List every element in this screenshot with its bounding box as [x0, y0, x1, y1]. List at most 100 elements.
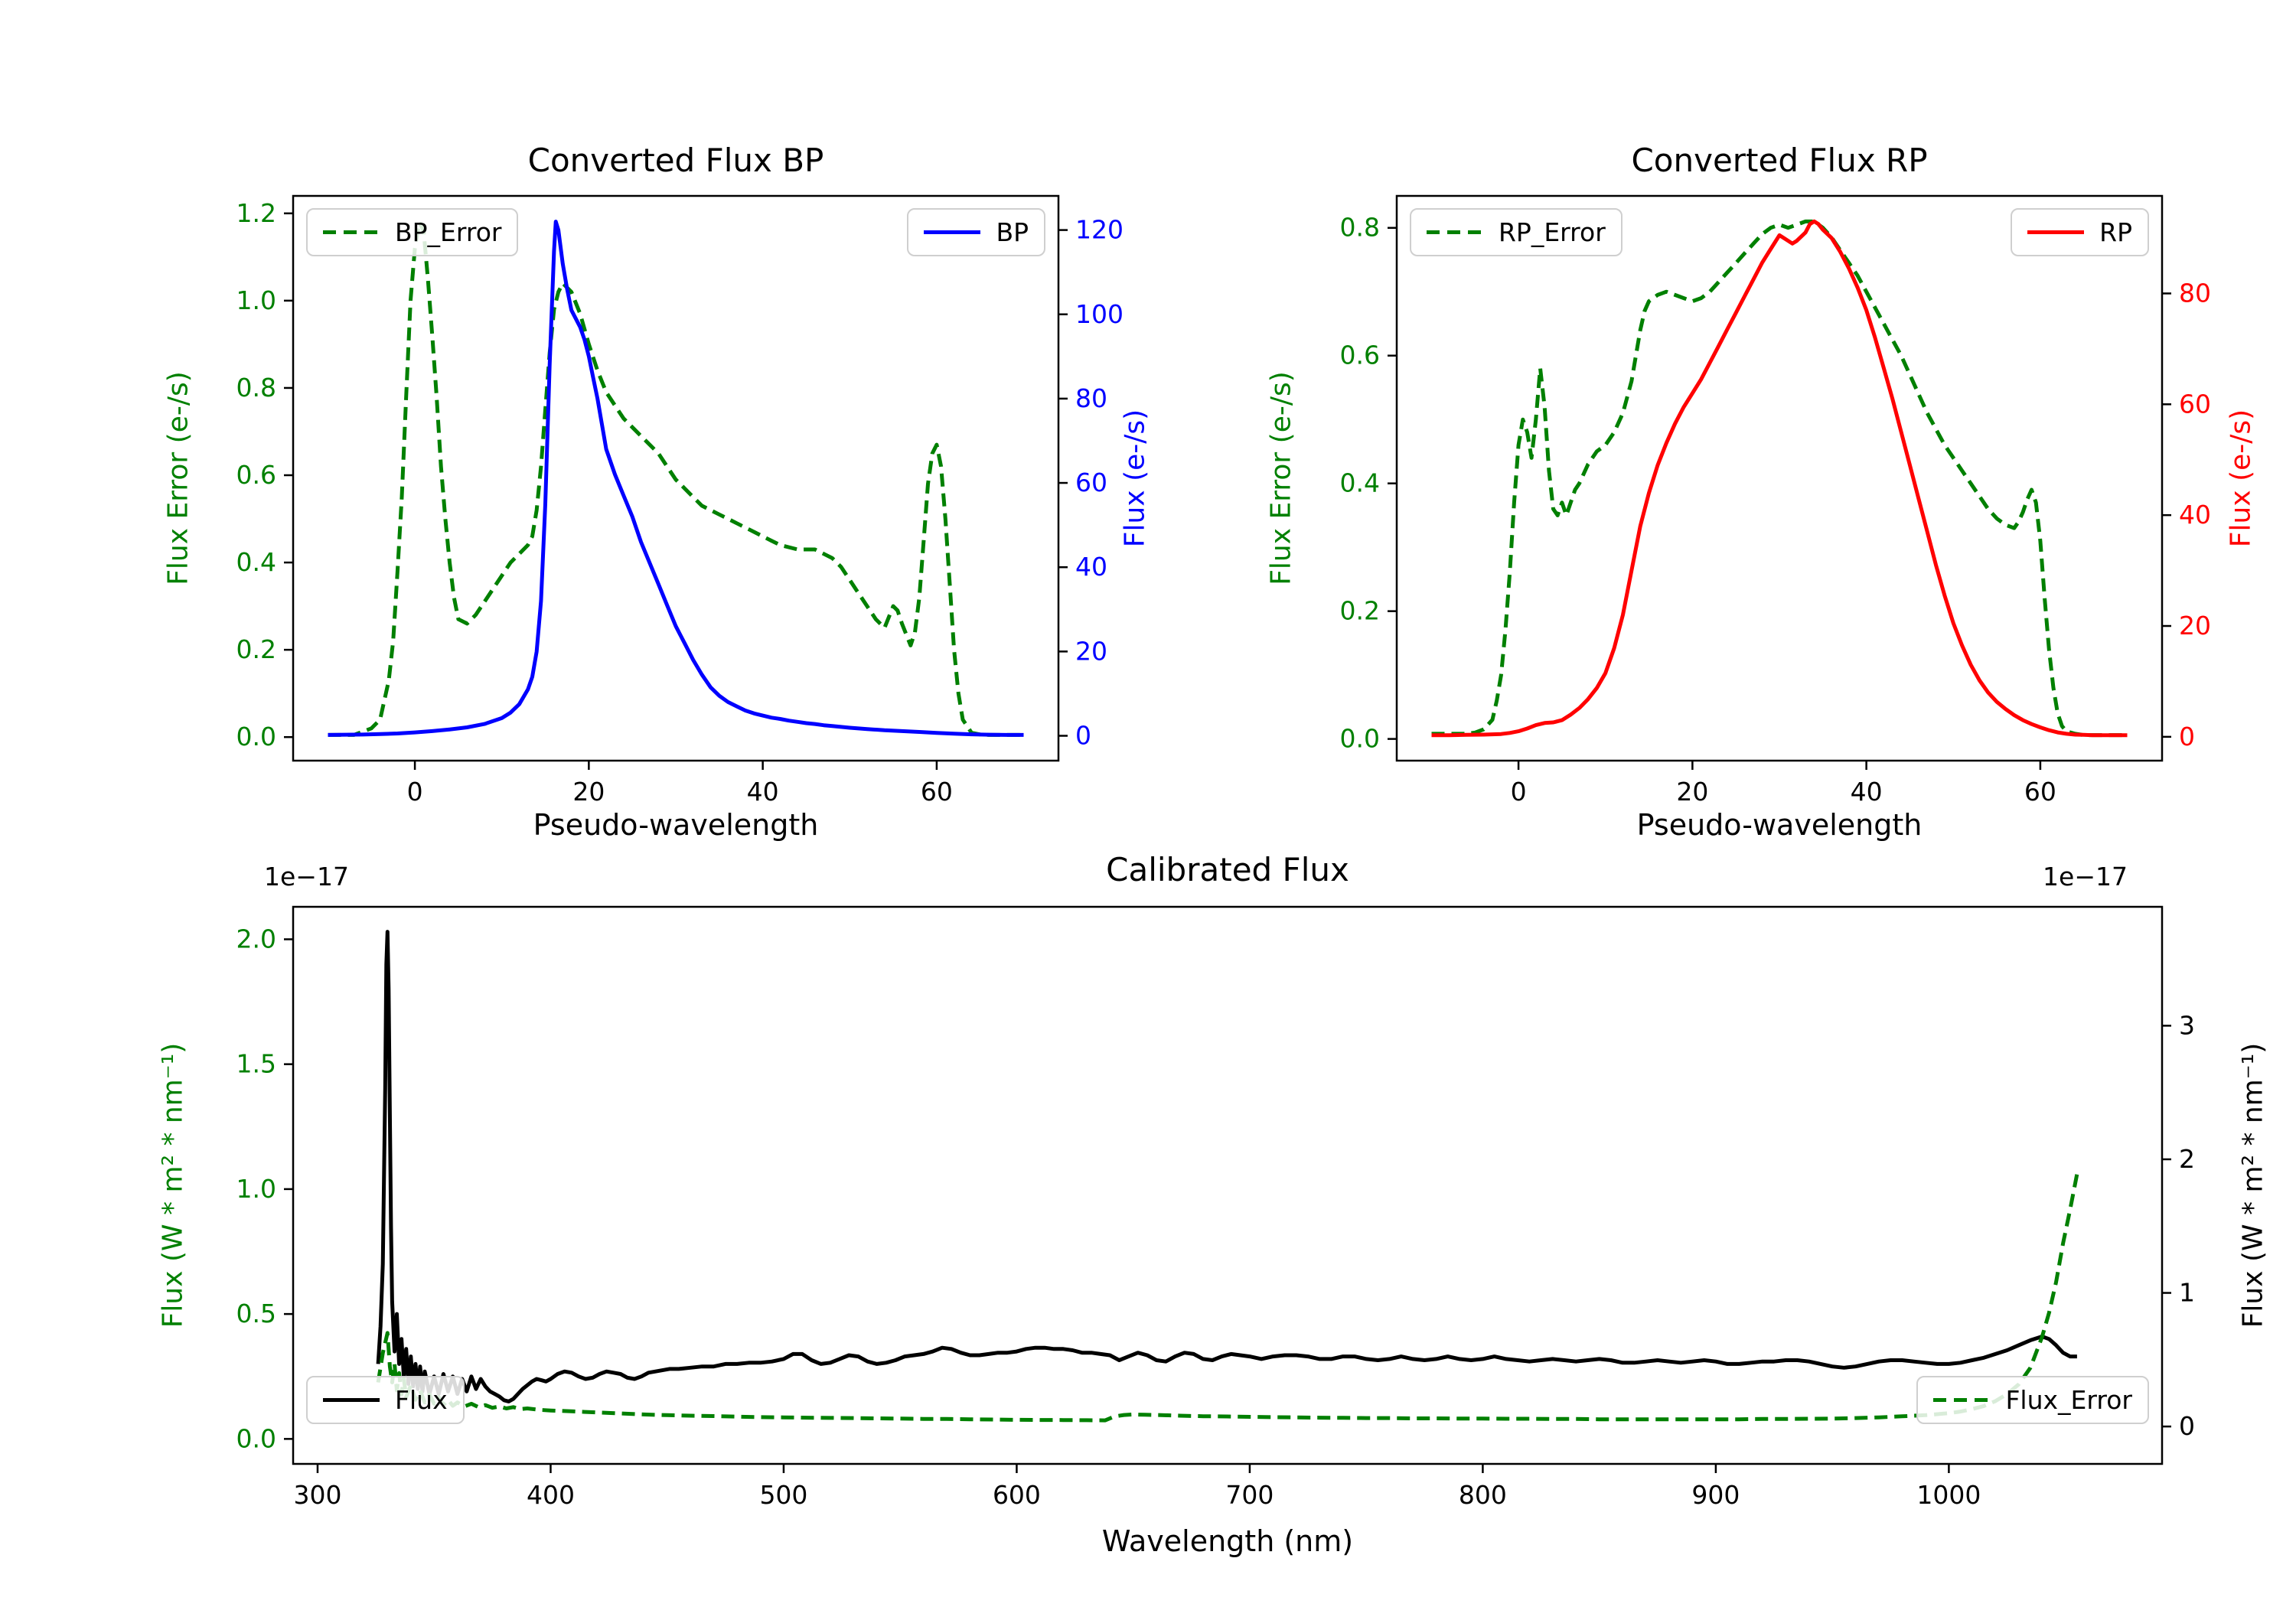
legend-label: RP_Error [1499, 217, 1606, 247]
series-group [376, 930, 2079, 1423]
x-tick-label: 1000 [1916, 1480, 1981, 1510]
right-y-tick-label: 60 [2179, 389, 2211, 419]
legend-label: Flux_Error [2005, 1385, 2132, 1415]
x-axis-label: Wavelength (nm) [1101, 1524, 1354, 1558]
left-y-tick-label: 0.0 [236, 1423, 276, 1453]
series-line-rp_error [1431, 219, 2128, 738]
left-y-axis-label: Flux Error (e-/s) [162, 371, 194, 585]
calibrated-plot-area: 300 400 500 600 700 800 900 1000 0.0 0.5 1.0 1.5 2.0… [236, 905, 2195, 1510]
left-y-tick-label: 0.0 [1340, 724, 1380, 754]
legend-line-sample [323, 230, 380, 234]
left-y-tick-label: 0.8 [1340, 213, 1380, 243]
right-y-axis-label: Flux (W * m² * nm⁻¹) [2237, 1042, 2269, 1328]
x-tick-label: 300 [293, 1480, 341, 1510]
x-tick-label: 0 [1511, 777, 1527, 807]
left-y-tick-label: 0.6 [1340, 341, 1380, 370]
chart-title: Converted Flux BP [527, 142, 824, 179]
series-line-flux_error [376, 1173, 2079, 1423]
right-y-tick-label: 0 [2179, 722, 2195, 751]
x-tick-label: 800 [1459, 1480, 1507, 1510]
x-tick-label: 400 [527, 1480, 575, 1510]
legend-line-sample [1933, 1398, 1991, 1402]
right-y-tick-label: 3 [2179, 1010, 2195, 1040]
series-line-bp [328, 220, 1024, 737]
x-tick-label: 900 [1691, 1480, 1740, 1510]
right-y-tick-label: 2 [2179, 1144, 2195, 1174]
right-y-axis-label: Flux (e-/s) [2225, 409, 2257, 548]
legend-label: Flux [395, 1385, 448, 1415]
legend-rp: RP [2011, 208, 2149, 256]
legend-line-sample [924, 230, 981, 234]
legend-line-sample [323, 1398, 380, 1402]
x-tick-label: 600 [993, 1480, 1041, 1510]
left-y-tick-label: 1.0 [236, 285, 276, 315]
legend-label: RP [2099, 217, 2132, 247]
x-tick-label: 700 [1225, 1480, 1274, 1510]
legend-flux: Flux [306, 1376, 465, 1424]
left-y-tick-label: 1.0 [236, 1174, 276, 1204]
legend-rp-error: RP_Error [1410, 208, 1623, 256]
legend-label: BP_Error [395, 217, 502, 247]
right-y-tick-label: 80 [2179, 278, 2211, 308]
left-y-axis-label: Flux (W * m² * nm⁻¹) [157, 1042, 189, 1328]
right-y-tick-label: 60 [1075, 468, 1107, 497]
series-line-flux [376, 930, 2077, 1403]
legend-bp: BP [907, 208, 1045, 256]
legend-label: BP [996, 217, 1029, 247]
legend-flux-error: Flux_Error [1916, 1376, 2149, 1424]
left-y-tick-label: 1.2 [236, 198, 276, 228]
legend-line-sample [2027, 230, 2085, 234]
left-y-tick-label: 0.6 [236, 460, 276, 490]
x-tick-label: 60 [921, 777, 953, 807]
right-y-tick-label: 0 [1075, 721, 1091, 751]
x-tick-label: 40 [1851, 777, 1883, 807]
left-y-tick-label: 0.0 [236, 722, 276, 751]
x-tick-label: 0 [407, 777, 423, 807]
series-line-bp_error [328, 220, 1024, 737]
axes-spines [1395, 194, 2164, 762]
left-axis-offset-text: 1e−17 [264, 862, 349, 892]
left-y-tick-label: 1.5 [236, 1049, 276, 1079]
left-y-tick-label: 0.8 [236, 373, 276, 403]
series-group [1431, 219, 2128, 738]
left-y-tick-label: 0.5 [236, 1299, 276, 1328]
left-y-tick-label: 0.4 [236, 547, 276, 577]
left-y-tick-label: 0.4 [1340, 468, 1380, 498]
x-tick-label: 20 [1676, 777, 1708, 807]
right-y-tick-label: 80 [1075, 383, 1107, 413]
right-y-tick-label: 40 [2179, 500, 2211, 530]
chart-title: Converted Flux RP [1631, 142, 1928, 179]
right-y-tick-label: 1 [2179, 1278, 2195, 1308]
x-tick-label: 500 [759, 1480, 807, 1510]
x-tick-label: 60 [2024, 777, 2056, 807]
x-axis-label: Pseudo-wavelength [1636, 808, 1923, 842]
left-y-tick-label: 0.2 [236, 634, 276, 664]
right-y-tick-label: 0 [2179, 1411, 2195, 1441]
x-axis-label: Pseudo-wavelength [533, 808, 819, 842]
x-tick-label: 40 [747, 777, 779, 807]
right-axis-offset-text: 1e−17 [2043, 862, 2128, 892]
x-tick-label: 20 [572, 777, 605, 807]
left-y-tick-label: 2.0 [236, 924, 276, 953]
legend-bp-error: BP_Error [306, 208, 519, 256]
right-y-axis-label: Flux (e-/s) [1119, 409, 1151, 548]
right-y-tick-label: 20 [2179, 611, 2211, 641]
legend-line-sample [1427, 230, 1483, 234]
right-y-tick-label: 120 [1075, 215, 1124, 245]
axes-spines [292, 194, 1060, 762]
right-y-tick-label: 100 [1075, 299, 1124, 329]
bp-plot-area: 0 20 40 60 0.0 0.2 0.4 0.6 0.8 1.0 1.2 0 20 40 60 80 100… [236, 194, 1124, 807]
series-group [328, 220, 1024, 737]
rp-plot-area: 0 20 40 60 0.0 0.2 0.4 0.6 0.8 0 20 40 60 80 [1340, 194, 2211, 807]
series-line-rp [1431, 219, 2128, 738]
left-y-tick-label: 0.2 [1340, 596, 1380, 626]
right-y-tick-label: 40 [1075, 552, 1107, 582]
axes-spines [292, 905, 2164, 1465]
chart-title: Calibrated Flux [1106, 851, 1349, 888]
left-y-axis-label: Flux Error (e-/s) [1265, 371, 1297, 585]
right-y-tick-label: 20 [1075, 636, 1107, 666]
